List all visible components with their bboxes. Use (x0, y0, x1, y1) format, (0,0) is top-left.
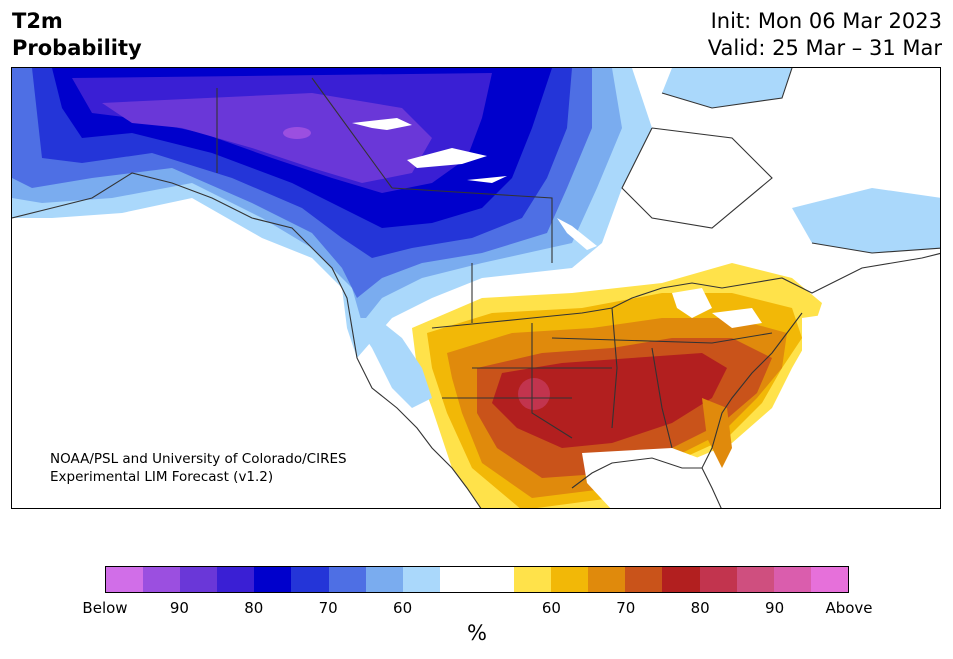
title-quantity: Probability (12, 36, 142, 60)
title-variable: T2m (12, 9, 63, 33)
colorbar-swatch (439, 567, 477, 592)
colorbar-swatch (736, 567, 774, 592)
credit-line-1: NOAA/PSL and University of Colorado/CIRE… (50, 451, 347, 467)
colorbar-swatch (551, 567, 589, 592)
colorbar-unit: % (467, 621, 487, 645)
chart-title: T2m Probability (12, 8, 142, 62)
colorbar-tick-label: 90 (765, 599, 785, 617)
cold-region-95 (102, 93, 432, 183)
colorbar-tick-label: 70 (318, 599, 338, 617)
colorbar-swatch (476, 567, 515, 592)
colorbar-tick-label: 60 (541, 599, 561, 617)
credit-text: NOAA/PSL and University of Colorado/CIRE… (50, 450, 347, 486)
init-date: Init: Mon 06 Mar 2023 (710, 9, 942, 33)
colorbar-swatch (773, 567, 811, 592)
colorbar-tick-label: Below (82, 599, 128, 617)
colorbar-tick-label: 80 (244, 599, 264, 617)
colorbar-swatch (662, 567, 700, 592)
colorbar-tick-label: 70 (616, 599, 636, 617)
colorbar (105, 566, 849, 593)
colorbar-swatch (402, 567, 440, 592)
colorbar-swatch (143, 567, 181, 592)
colorbar-tick-label: 90 (169, 599, 189, 617)
colorbar-swatch (810, 567, 848, 592)
colorbar-swatch (291, 567, 329, 592)
valid-range: Valid: 25 Mar – 31 Mar (707, 36, 942, 60)
colorbar-tick-label: 60 (393, 599, 413, 617)
colorbar-swatch (106, 567, 144, 592)
credit-line-2: Experimental LIM Forecast (v1.2) (50, 469, 274, 485)
forecast-dates: Init: Mon 06 Mar 2023 Valid: 25 Mar – 31… (708, 8, 942, 62)
colorbar-swatch (625, 567, 663, 592)
colorbar-tick-label: 80 (690, 599, 710, 617)
colorbar-swatch (588, 567, 626, 592)
colorbar-swatch (328, 567, 366, 592)
probability-map: NOAA/PSL and University of Colorado/CIRE… (11, 67, 941, 509)
colorbar-tick-label: Above (825, 599, 873, 617)
map-canvas (12, 68, 940, 508)
colorbar-swatch (514, 567, 552, 592)
colorbar-swatch (180, 567, 218, 592)
colorbar-swatch (365, 567, 403, 592)
colorbar-swatch (699, 567, 737, 592)
colorbar-swatch (254, 567, 292, 592)
colorbar-swatch (217, 567, 255, 592)
